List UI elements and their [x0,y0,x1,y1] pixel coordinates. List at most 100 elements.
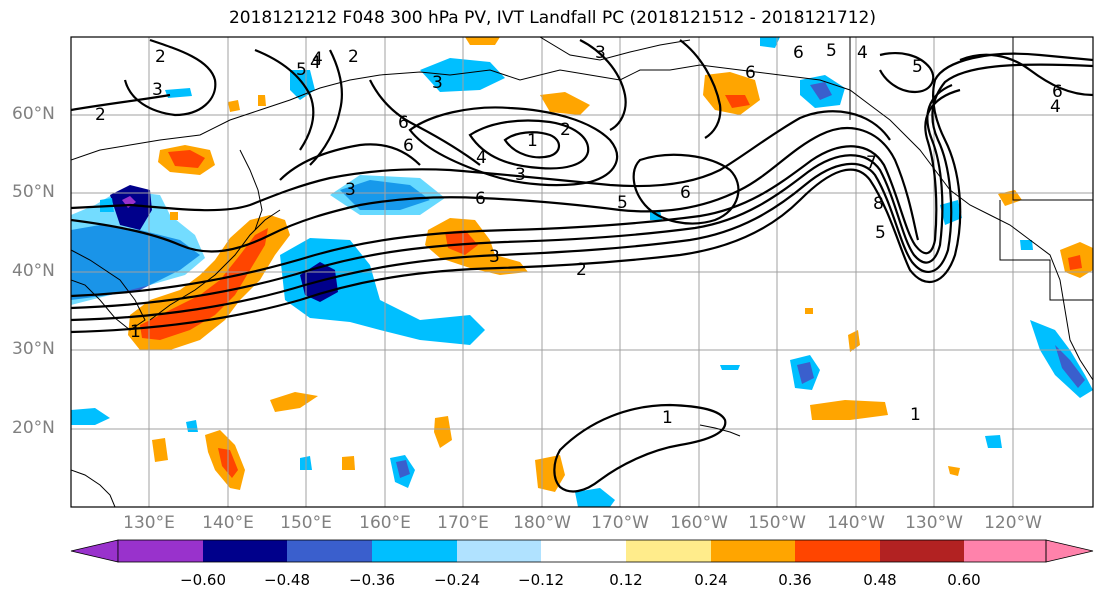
contour-label: 3 [432,73,443,93]
shade-orange-small4 [948,466,960,476]
shade-red-central [445,230,478,255]
colorbar-bin [541,540,626,562]
shade-orange-small1 [228,100,240,112]
colorbar-bin [287,540,372,562]
colorbar-tick-label: −0.36 [349,571,395,589]
shade-orange-top1 [465,37,500,45]
shade-darkblue-mid [797,362,814,384]
lon-label: 140°E [202,513,254,533]
contour-label: 1 [130,322,141,342]
lon-label: 120°W [984,513,1042,533]
shade-orange-s6 [152,438,168,462]
contour-label: 1 [527,131,538,151]
lon-label: 150°E [280,513,332,533]
shade-blue-small6 [186,420,198,432]
lat-label: 40°N [12,261,55,281]
colorbar-tick-label: −0.60 [180,571,226,589]
contour-label: 4 [857,43,868,63]
lon-label: 140°W [827,513,885,533]
contour-label: 2 [576,260,587,280]
shade-blue-small10 [720,365,740,370]
map-title: 2018121212 F048 300 hPa PV, IVT Landfall… [228,8,876,28]
contour-label: 6 [398,113,409,133]
shade-blue-small1 [760,37,780,48]
colorbar-tick-label: 0.24 [694,571,728,589]
colorbar-tick-label: 0.12 [609,571,643,589]
pv-shading [71,37,1093,507]
map-frame [70,36,1094,508]
graticule [71,37,1093,507]
lon-label: 150°W [748,513,806,533]
shade-blue-south2 [396,460,410,478]
contour-label: 2 [348,47,359,67]
contour-label: 6 [403,136,414,156]
contour-labels: 2 3 2 6 5 4 3 1 2 3 4 6 6 5 4 3 1 2 3 1 … [95,41,1063,428]
lon-label: 170°E [437,513,489,533]
colorbar-tick-label: 0.36 [778,571,812,589]
shade-darkblue-north [110,185,152,230]
lon-label: 160°E [359,513,411,533]
colorbar [70,539,1094,563]
shade-blue-small3 [985,435,1002,448]
lat-label: 60°N [12,104,55,124]
shade-orange-ne2 [998,190,1022,206]
contour-label: 2 [95,105,106,125]
shade-purple [122,196,136,208]
colorbar-bin [711,540,795,562]
colorbar-bin [203,540,287,562]
shade-orange-small5 [805,308,813,314]
contour-label: 3 [152,80,163,100]
coastlines [71,37,1093,507]
shade-blue-small7 [165,88,192,98]
colorbar-bin [372,540,457,562]
colorbar-tick-label: 0.48 [863,571,897,589]
lon-label: 130°W [905,513,963,533]
lon-label: 180°W [513,513,571,533]
shade-blue-bottom [575,488,615,507]
shade-red-ne [1068,255,1082,270]
colorbar-tick-label: −0.48 [264,571,310,589]
lat-label: 20°N [12,418,55,438]
contour-label: 8 [873,194,884,214]
contour-label: 2 [155,47,166,67]
colorbar-right-extend [1045,539,1094,563]
contour-label: 5 [296,60,307,80]
lon-label: 130°E [123,513,175,533]
lon-label: 170°W [591,513,649,533]
contour-label: 6 [745,63,756,83]
contour-label: 5 [912,57,923,77]
contour-label: 4 [310,53,321,73]
colorbar-tick-label: 0.60 [947,571,981,589]
colorbar-frame [117,539,1047,563]
contour-label: 6 [475,189,486,209]
shade-orange-s7 [342,456,355,470]
shade-orange-small3 [170,212,178,220]
shade-orange-s2 [434,416,452,448]
shade-orange-mid [540,92,590,115]
contour-label: 3 [345,180,356,200]
lat-label: 50°N [12,182,55,202]
shade-darkblue-alaska [810,82,832,100]
colorbar-left-extend [70,539,119,563]
colorbar-bin [795,540,880,562]
colorbar-bin [880,540,964,562]
shade-red-northjapan [168,150,205,168]
contour-label: 4 [312,49,323,69]
lon-label: 160°W [670,513,728,533]
shade-orange-s4 [810,400,888,420]
colorbar-bin [626,540,711,562]
shade-orange-s5 [848,330,860,352]
colorbar-tick-label: −0.24 [434,571,480,589]
colorbar-bin [964,540,1046,562]
contour-label: 1 [910,405,921,425]
contour-label: 6 [680,183,691,203]
colorbar-tick-label: −0.12 [518,571,564,589]
shade-blue-small4 [1020,240,1033,250]
contour-label: 6 [793,43,804,63]
contour-label: 3 [595,43,606,63]
lat-label: 30°N [12,339,55,359]
shade-orange-small2 [258,95,266,106]
contour-label: 5 [617,193,628,213]
pv-contours [71,38,1093,493]
contour-label: 5 [826,41,837,61]
